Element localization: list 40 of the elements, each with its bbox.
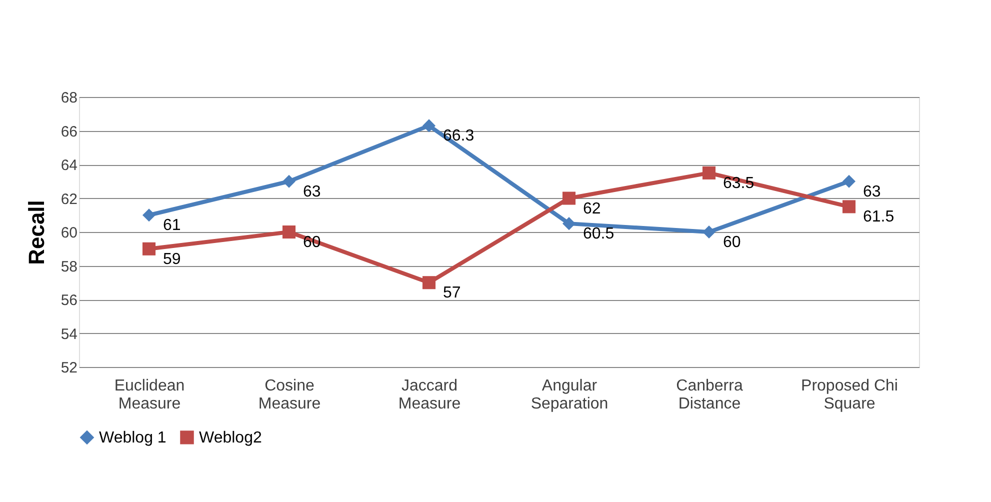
y-tick-label: 54 xyxy=(60,326,78,343)
data-label: 59 xyxy=(163,250,181,268)
x-tick-label: Cosine Measure xyxy=(258,378,321,412)
x-tick-label: Proposed Chi Square xyxy=(801,378,898,412)
point xyxy=(702,225,716,239)
y-tick-label: 60 xyxy=(60,224,78,242)
point xyxy=(562,192,576,205)
x-tick-label: Canberra Distance xyxy=(676,378,743,412)
y-tick-label: 62 xyxy=(60,190,78,208)
point xyxy=(842,174,856,188)
point xyxy=(282,174,296,188)
y-tick-label: 52 xyxy=(60,360,78,376)
y-axis-title: Recall xyxy=(24,200,49,265)
data-label: 60 xyxy=(723,234,741,251)
y-tick-label: 66 xyxy=(60,123,78,140)
y-tick-label: 56 xyxy=(60,292,78,309)
legend-label: Weblog2 xyxy=(199,429,262,446)
data-label: 63 xyxy=(303,183,321,200)
legend-label: Weblog 1 xyxy=(99,429,166,446)
y-tick-label: 64 xyxy=(60,157,78,174)
point xyxy=(562,217,576,230)
data-label: 61 xyxy=(163,217,181,234)
x-tick-label: Euclidean Measure xyxy=(114,378,185,412)
data-label: 62 xyxy=(583,200,601,218)
y-tick-label: 68 xyxy=(60,90,78,106)
data-label: 61.5 xyxy=(863,208,894,226)
point xyxy=(142,208,156,222)
x-tick-label: Jaccard Measure xyxy=(398,378,461,412)
point xyxy=(422,276,436,290)
y-tick-label: 58 xyxy=(60,258,78,276)
point xyxy=(282,225,296,239)
point xyxy=(142,242,156,256)
data-label: 63 xyxy=(863,183,881,200)
point xyxy=(422,119,436,132)
x-tick-label: Angular Separation xyxy=(530,378,608,412)
data-label: 66.3 xyxy=(443,128,474,145)
data-label: 57 xyxy=(443,284,461,302)
point xyxy=(702,166,716,180)
point xyxy=(842,200,856,214)
data-label: 60.5 xyxy=(583,226,614,243)
